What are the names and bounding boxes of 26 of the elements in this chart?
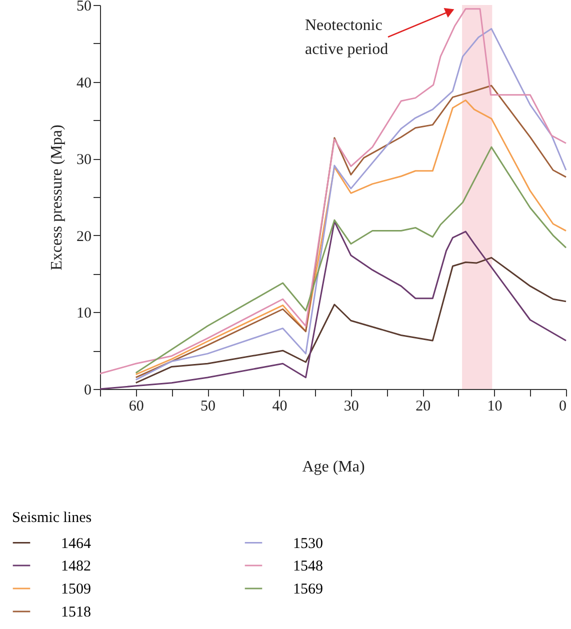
y-tick-label: 50 xyxy=(76,0,92,14)
y-tick-label: 30 xyxy=(76,152,92,168)
y-tick-label: 40 xyxy=(76,75,92,92)
x-tick-label: 0 xyxy=(559,398,566,414)
annotation: Neotectonic active period xyxy=(305,17,388,58)
legend-label: 1509 xyxy=(61,582,91,598)
legend-label: 1464 xyxy=(61,536,92,552)
x-axis-title: Age (Ma) xyxy=(302,458,365,476)
x-tick-label: 30 xyxy=(344,398,359,414)
x-tick-label: 10 xyxy=(487,398,502,414)
x-tick-label: 20 xyxy=(416,398,431,414)
legend-label: 1530 xyxy=(293,536,323,552)
y-tick-label: 0 xyxy=(84,382,92,398)
legend-label: 1569 xyxy=(293,582,323,598)
line-series xyxy=(135,256,567,384)
line-series xyxy=(135,146,567,374)
x-tick-label: 50 xyxy=(200,398,216,414)
x-tick-label: 60 xyxy=(128,398,144,414)
legend-label: 1548 xyxy=(293,558,323,574)
y-axis-title: Excess pressure (Mpa) xyxy=(48,124,66,270)
legend-label: 1482 xyxy=(61,558,91,574)
legend-title: Seismic lines xyxy=(12,510,92,526)
x-tick-label: 40 xyxy=(272,398,288,414)
y-tick-label: 20 xyxy=(76,228,92,245)
y-tick-label: 10 xyxy=(76,306,92,322)
legend-label: 1518 xyxy=(61,604,91,620)
